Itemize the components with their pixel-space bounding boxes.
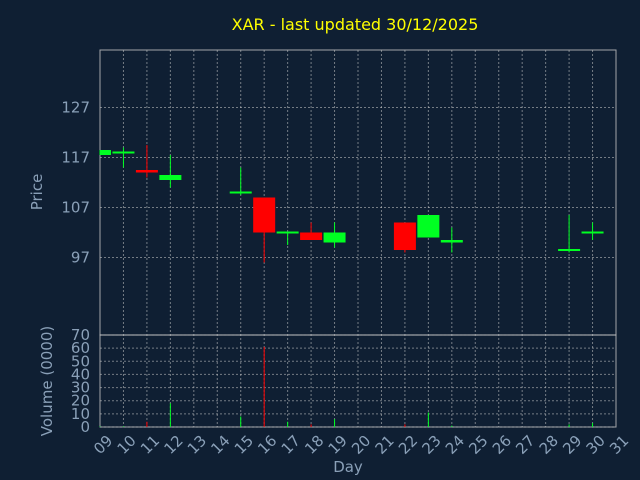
- x-tick-label: 17: [278, 432, 304, 458]
- volume-tick-label: 50: [71, 352, 90, 370]
- volume-axis-label: Volume (0000): [38, 326, 56, 436]
- price-tick-label: 127: [61, 99, 90, 117]
- candle-body: [300, 232, 323, 240]
- x-tick-label: 31: [606, 432, 632, 458]
- x-tick-label: 27: [512, 432, 538, 458]
- price-tick-label: 117: [61, 149, 90, 167]
- chart-title: XAR - last updated 30/12/2025: [232, 15, 479, 34]
- x-tick-label: 10: [114, 432, 140, 458]
- volume-tick-label: 30: [71, 379, 90, 397]
- price-panel: 97 107 117 127: [61, 49, 617, 427]
- volume-tick-label: 40: [71, 365, 90, 383]
- volume-tick-label: 0: [80, 418, 90, 436]
- x-axis-label: Day: [333, 458, 363, 476]
- candle-body: [393, 222, 416, 250]
- volume-tick-label: 20: [71, 392, 90, 410]
- price-tick-label: 107: [61, 199, 90, 217]
- x-tick-label: 16: [254, 432, 280, 458]
- x-tick-label: 14: [207, 432, 233, 458]
- x-tick-label: 13: [184, 432, 210, 458]
- volume-tick-label: 70: [71, 326, 90, 344]
- candle-body: [253, 197, 276, 233]
- x-tick-label: 11: [137, 432, 163, 458]
- candle-body: [323, 232, 346, 243]
- candle-body: [135, 170, 158, 173]
- x-tick-label: 20: [348, 432, 374, 458]
- x-tick-label: 18: [301, 432, 327, 458]
- volume-frame: [99, 334, 617, 428]
- x-tick-label: 28: [536, 432, 562, 458]
- x-axis: 0910111213141516171819202122232425262728…: [90, 432, 632, 458]
- x-tick-label: 19: [325, 432, 351, 458]
- x-tick-label: 22: [395, 432, 421, 458]
- volume-tick-label: 60: [71, 339, 90, 357]
- x-tick-label: 26: [489, 432, 515, 458]
- candle-body: [159, 175, 182, 180]
- x-tick-label: 15: [231, 432, 257, 458]
- volume-tick-label: 10: [71, 405, 90, 423]
- x-tick-label: 12: [160, 432, 186, 458]
- x-tick-label: 23: [418, 432, 444, 458]
- candle-body: [100, 150, 111, 155]
- x-tick-label: 25: [465, 432, 491, 458]
- x-tick-label: 29: [559, 432, 585, 458]
- price-tick-label: 97: [71, 249, 90, 267]
- x-tick-label: 30: [583, 432, 609, 458]
- x-tick-label: 09: [90, 432, 116, 458]
- candle-body: [440, 240, 463, 243]
- price-axis-label: Price: [28, 174, 46, 211]
- price-frame: [99, 49, 617, 336]
- x-tick-label: 21: [372, 432, 398, 458]
- x-tick-label: 24: [442, 432, 468, 458]
- candle-body: [417, 215, 440, 238]
